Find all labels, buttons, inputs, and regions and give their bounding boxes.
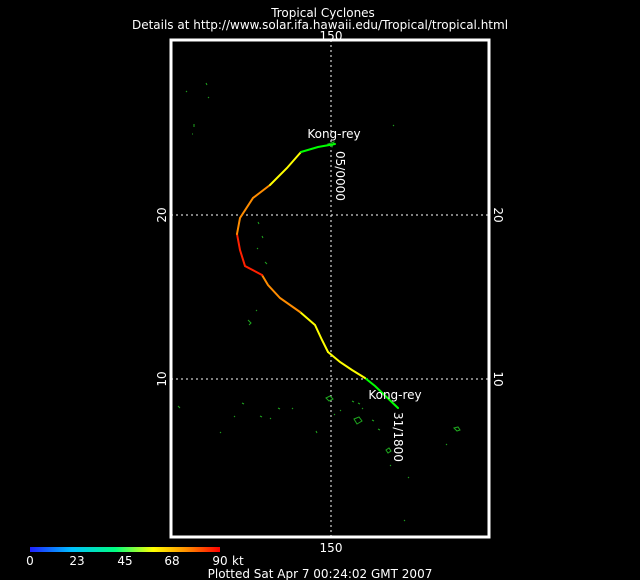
storm-name-start: Kong-rey: [368, 388, 421, 402]
plotted-timestamp: Plotted Sat Apr 7 00:24:02 GMT 2007: [208, 567, 433, 580]
legend-tick-68: 68: [164, 554, 179, 568]
track-segment-5: [236, 233, 263, 276]
lat-label-10-left: 10: [155, 371, 169, 386]
cyclone-track: [236, 143, 399, 409]
map-title: Tropical Cyclones: [270, 6, 375, 20]
storm-name-end: Kong-rey: [307, 127, 360, 141]
track-segment-start: [364, 377, 399, 409]
track-segment-end: [300, 143, 336, 153]
lat-label-20-left: 20: [155, 207, 169, 222]
legend-tick-23: 23: [69, 554, 84, 568]
track-segment-6: [236, 184, 271, 235]
islands: [177, 82, 461, 522]
legend-unit: kt: [232, 554, 244, 568]
map-subtitle: Details at http://www.solar.ifa.hawaii.e…: [132, 18, 508, 32]
lon-label-bottom: 150: [320, 541, 343, 555]
lat-label-10-right: 10: [491, 371, 505, 386]
storm-date-end: 05/0000: [333, 151, 347, 201]
legend-tick-45: 45: [117, 554, 132, 568]
lat-label-20-right: 20: [491, 207, 505, 222]
lon-label-top: 150: [320, 29, 343, 43]
legend-tick-90: 90: [212, 554, 227, 568]
map-frame: [169, 38, 491, 539]
track-segment-2: [327, 351, 366, 379]
track-segment-4: [261, 274, 301, 313]
intensity-colorbar: [30, 547, 220, 552]
legend-tick-0: 0: [26, 554, 34, 568]
track-segment-7: [269, 151, 302, 186]
storm-date-start: 31/1800: [391, 412, 405, 462]
track-segment-3: [299, 311, 329, 353]
